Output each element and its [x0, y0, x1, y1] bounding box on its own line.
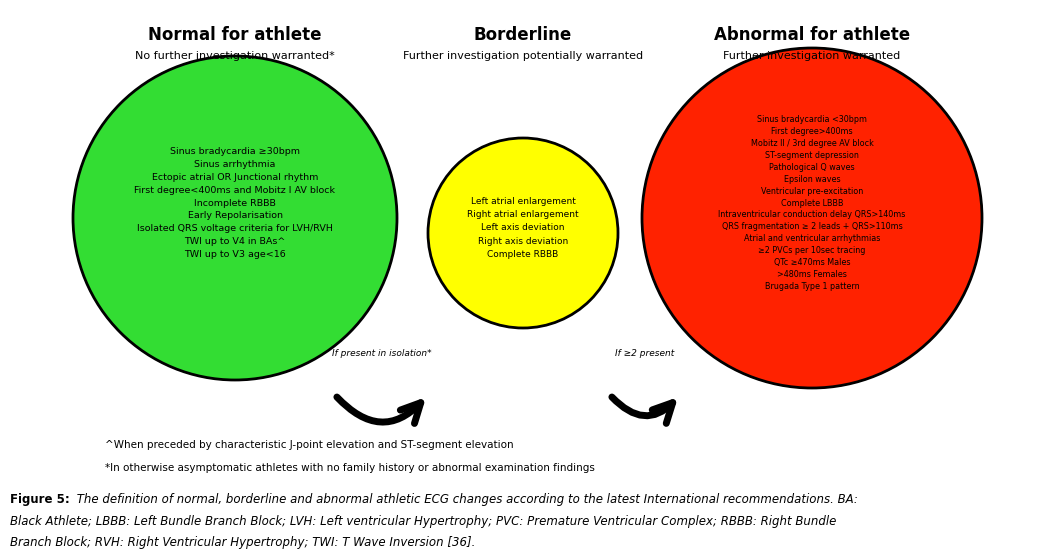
Text: The definition of normal, borderline and abnormal athletic ECG changes according: The definition of normal, borderline and… — [73, 493, 857, 506]
Text: Further investigation warranted: Further investigation warranted — [723, 51, 900, 61]
Text: Branch Block; RVH: Right Ventricular Hypertrophy; TWI: T Wave Inversion [36].: Branch Block; RVH: Right Ventricular Hyp… — [10, 536, 475, 549]
Text: Figure 5:: Figure 5: — [10, 493, 70, 506]
Text: If present in isolation*: If present in isolation* — [332, 349, 431, 358]
Text: *In otherwise asymptomatic athletes with no family history or abnormal examinati: *In otherwise asymptomatic athletes with… — [105, 463, 595, 473]
Text: No further investigation warranted*: No further investigation warranted* — [135, 51, 335, 61]
Text: Further investigation potentially warranted: Further investigation potentially warran… — [403, 51, 643, 61]
Circle shape — [428, 138, 618, 328]
Text: Black Athlete; LBBB: Left Bundle Branch Block; LVH: Left ventricular Hypertrophy: Black Athlete; LBBB: Left Bundle Branch … — [10, 514, 837, 528]
Text: If ≥2 present: If ≥2 present — [616, 349, 674, 358]
Text: Sinus bradycardia <30bpm
First degree>400ms
Mobitz II / 3rd degree AV block
ST-s: Sinus bradycardia <30bpm First degree>40… — [718, 115, 906, 291]
Text: Left atrial enlargement
Right atrial enlargement
Left axis deviation
Right axis : Left atrial enlargement Right atrial enl… — [467, 197, 579, 259]
Text: ^When preceded by characteristic J-point elevation and ST-segment elevation: ^When preceded by characteristic J-point… — [105, 440, 514, 450]
Text: Normal for athlete: Normal for athlete — [149, 26, 321, 44]
Text: Abnormal for athlete: Abnormal for athlete — [714, 26, 910, 44]
Text: Sinus bradycardia ≥30bpm
Sinus arrhythmia
Ectopic atrial OR Junctional rhythm
Fi: Sinus bradycardia ≥30bpm Sinus arrhythmi… — [134, 147, 335, 259]
Circle shape — [73, 56, 397, 380]
Circle shape — [642, 48, 982, 388]
Text: Borderline: Borderline — [474, 26, 572, 44]
